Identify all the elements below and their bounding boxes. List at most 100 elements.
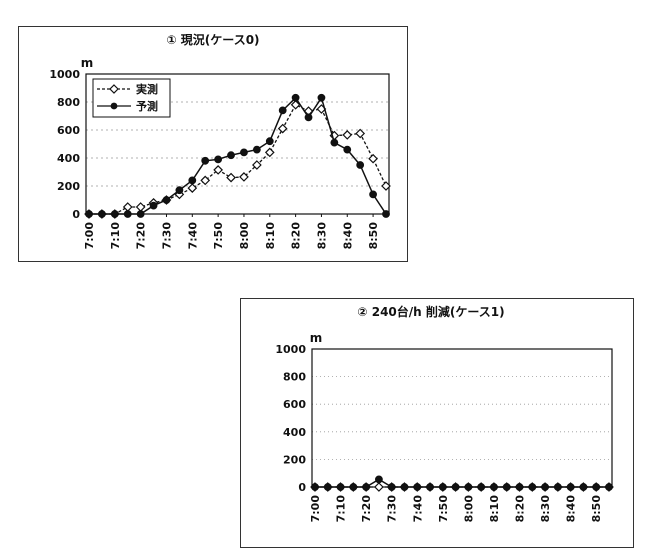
legend-label-0: 実測 (136, 82, 158, 96)
series-1-point (400, 483, 409, 491)
x-tick-label: 8:30 (539, 495, 552, 523)
x-tick-label: 8:50 (590, 495, 603, 523)
series-1-point (291, 93, 300, 102)
series-0-point (342, 130, 353, 140)
series-1-point (317, 93, 326, 102)
series-1-point (528, 483, 537, 491)
series-1-point (227, 151, 235, 160)
series-1-point (214, 155, 223, 164)
series-1-point (336, 483, 345, 491)
legend-label-1: 予測 (136, 99, 158, 113)
series-1-point (553, 483, 562, 491)
series-1-point (477, 483, 486, 491)
series-1-point (515, 483, 524, 491)
x-tick-label: 8:20 (514, 495, 527, 523)
y-tick-label: 800 (283, 371, 306, 384)
series-1-point (136, 210, 145, 218)
series-1-point (149, 201, 158, 210)
x-tick-label: 7:20 (135, 222, 148, 250)
x-tick-label: 8:50 (367, 222, 380, 250)
series-1-point (85, 210, 93, 218)
series-1-point (123, 210, 132, 218)
series-0-point (264, 147, 275, 158)
series-0-point (213, 165, 223, 175)
series-1-point (438, 483, 447, 491)
y-tick-label: 0 (298, 481, 306, 494)
legend-marker-0 (109, 84, 119, 94)
series-1-point (175, 186, 184, 195)
chart-case1: ② 240台/h 削減(ケース1) m 0 200 400 600 800 1000 7:00 7… (275, 304, 614, 523)
series-1-point (413, 483, 422, 491)
x-tick-label: 8:10 (264, 222, 277, 250)
x-tick-label: 7:30 (386, 495, 399, 523)
series-1-point (502, 483, 511, 491)
series-1-point (343, 145, 352, 154)
series-0-point (122, 202, 133, 212)
series-1-point (201, 156, 210, 165)
x-tick-label: 7:00 (309, 495, 322, 523)
series-1-point (252, 145, 261, 154)
x-tick-label: 8:00 (238, 222, 251, 250)
chart-panel-case0: ① 現況(ケース0) m 0 200 400 600 800 1000 7:00 7:10 7:20… (18, 26, 408, 262)
x-tick-label: 7:10 (109, 222, 122, 250)
series-1-point (490, 483, 498, 491)
series-1-point (98, 210, 106, 218)
series-0-point (135, 202, 146, 212)
y-tick-label: 600 (283, 398, 306, 411)
y-tick-label: 400 (283, 426, 306, 439)
series-1-point (356, 161, 365, 169)
x-tick-label: 8:30 (315, 222, 328, 250)
series-1-point (323, 483, 332, 491)
x-tick-label: 7:10 (335, 495, 348, 523)
series-0-point (277, 123, 288, 134)
x-tick-label: 8:10 (488, 495, 501, 523)
series-1-point (387, 483, 396, 491)
y-tick-label: 1000 (275, 343, 306, 356)
series-1-point (375, 475, 383, 484)
series-1-point (110, 210, 119, 218)
chart-title: ② 240台/h 削減(ケース1) (357, 304, 504, 319)
chart-case0: ① 現況(ケース0) m 0 200 400 600 800 1000 7:00 7:10 7:20… (49, 32, 391, 250)
legend-marker-1 (110, 102, 118, 110)
y-tick-label: 200 (57, 180, 80, 193)
y-tick-label: 1000 (49, 68, 80, 81)
x-tick-label: 7:40 (186, 222, 199, 250)
series-1-point (464, 483, 473, 491)
plot-area-frame (311, 348, 613, 488)
series-1-point (188, 176, 197, 185)
series-0-point (239, 172, 249, 182)
x-tick-label: 7:50 (437, 495, 450, 523)
series-0-point (200, 175, 211, 186)
y-axis-unit-label: m (310, 331, 323, 345)
y-tick-label: 800 (57, 96, 80, 109)
y-tick-label: 400 (57, 152, 80, 165)
series-1-point (369, 190, 377, 199)
plot-area-frame (85, 73, 390, 215)
x-tick-label: 7:40 (411, 495, 424, 523)
series-0-point (226, 172, 236, 183)
series-0-point (290, 99, 301, 110)
series-line-0 (89, 103, 387, 215)
series-1-point (451, 483, 460, 491)
chart-panel-case1: ② 240台/h 削減(ケース1) m 0 200 400 600 800 1000 7:00 7… (240, 298, 634, 548)
x-tick-label: 7:00 (83, 222, 96, 250)
y-tick-label: 600 (57, 124, 80, 137)
legend-box (92, 78, 171, 118)
series-0-point (355, 128, 366, 139)
series-1-point (541, 483, 549, 491)
series-1-point (592, 483, 601, 491)
series-1-point (362, 483, 371, 491)
x-tick-label: 8:20 (290, 222, 303, 250)
x-tick-label: 8:40 (341, 222, 354, 250)
y-tick-label: 0 (72, 208, 80, 221)
series-line-1 (315, 478, 609, 488)
series-1-point (605, 483, 613, 491)
series-1-point (382, 210, 390, 218)
series-0-point (252, 160, 262, 170)
series-1-point (278, 106, 287, 115)
series-1-point (566, 483, 575, 491)
chart-title: ① 現況(ケース0) (166, 32, 259, 47)
series-1-point (349, 483, 358, 491)
series-1-point (426, 483, 434, 491)
series-0-point (187, 183, 198, 193)
